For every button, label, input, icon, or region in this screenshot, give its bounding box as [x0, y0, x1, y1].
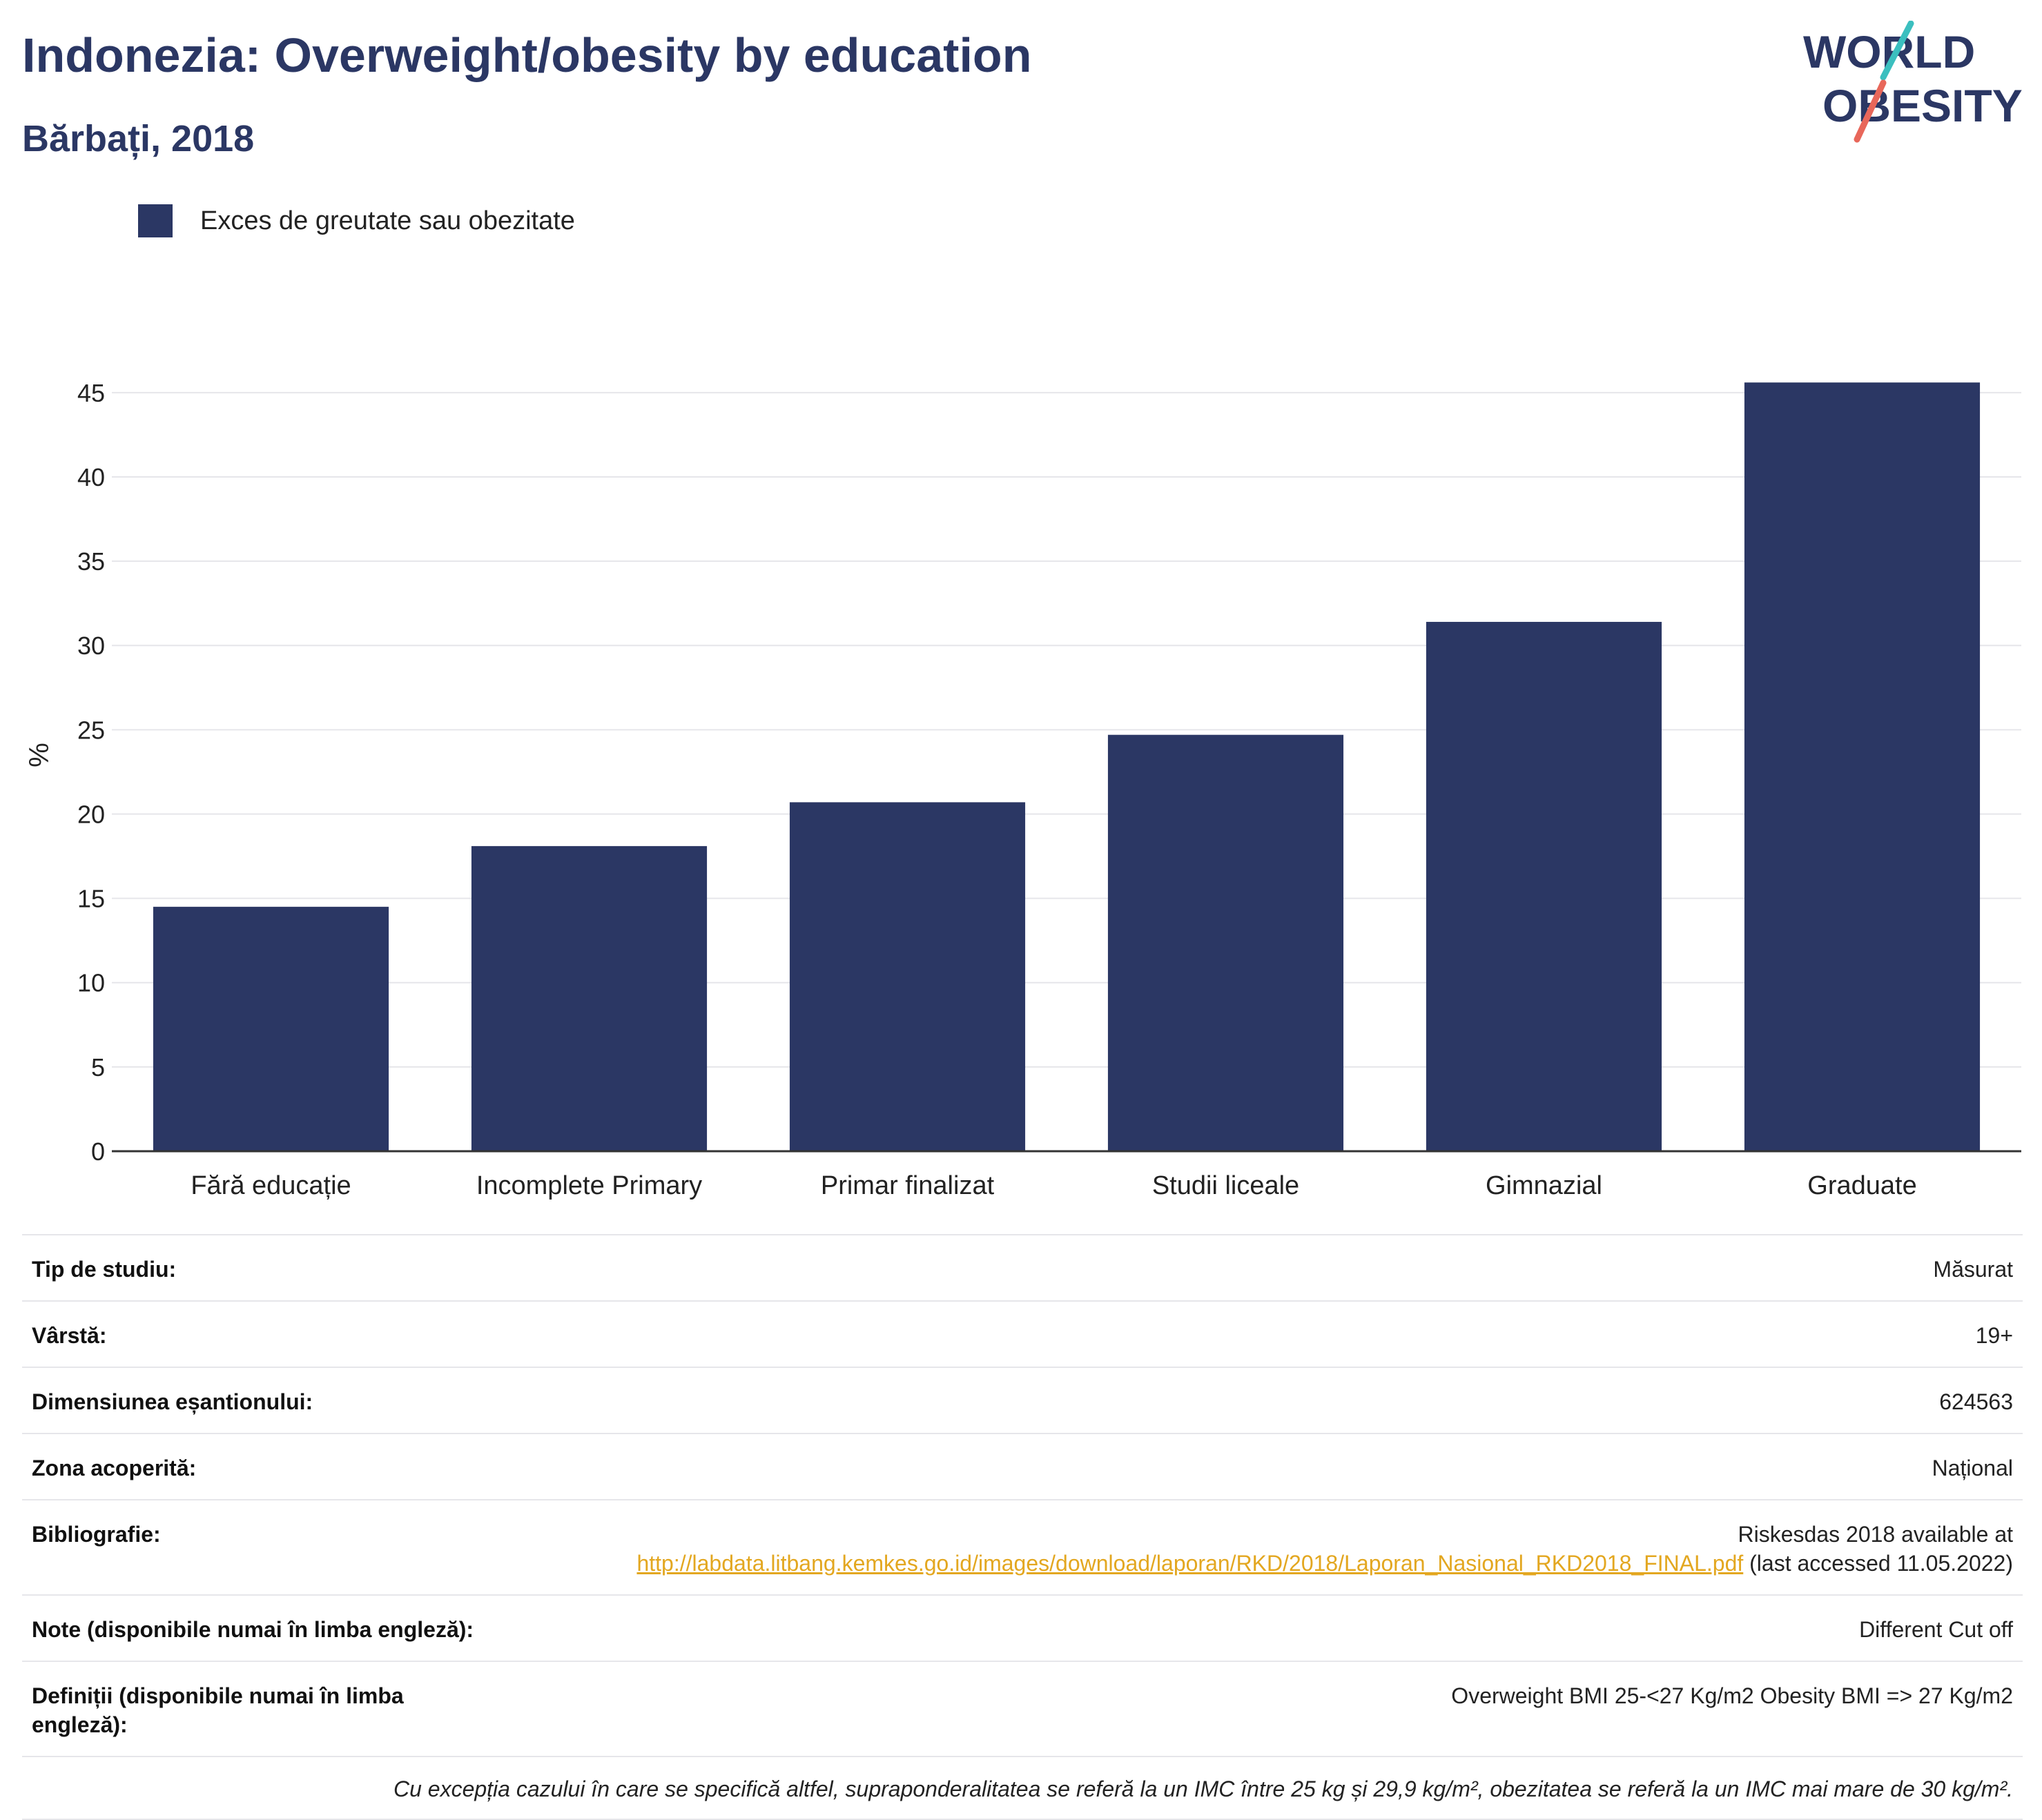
y-tick-label: 10 [77, 969, 105, 997]
metadata-label: Dimensiunea eșantionului: [32, 1389, 313, 1414]
bibliography-suffix: (last accessed 11.05.2022) [1749, 1551, 2013, 1576]
metadata-row: Vârstă: 19+ [22, 1300, 2023, 1367]
y-axis-ticks: 0 5 10 15 20 25 30 35 40 45 [77, 379, 105, 1166]
chart-legend[interactable]: Exces de greutate sau obezitate [138, 204, 575, 237]
metadata-label: Definiții (disponibile numai în limba en… [32, 1683, 404, 1737]
x-tick-label: Fără educație [191, 1171, 351, 1200]
y-tick-label: 45 [77, 379, 105, 407]
y-tick-label: 20 [77, 800, 105, 828]
y-axis-label: % [24, 743, 55, 767]
x-axis-ticks: Fără educație Incomplete Primary Primar fi… [191, 1171, 1916, 1200]
metadata-label: Zona acoperită: [32, 1456, 197, 1480]
x-tick-label: Incomplete Primary [476, 1171, 702, 1200]
bar[interactable] [1107, 734, 1344, 1151]
metadata-row: Tip de studiu: Măsurat [22, 1234, 2023, 1300]
bibliography-prefix: Riskesdas 2018 available at [1738, 1522, 2013, 1547]
metadata-row-bibliography: Bibliografie: Riskesdas 2018 available a… [22, 1499, 2023, 1594]
bar[interactable] [471, 845, 708, 1151]
bars [153, 382, 1981, 1151]
metadata-value: 19+ [1975, 1323, 2013, 1348]
metadata-row-notes: Note (disponibile numai în limba engleză… [22, 1594, 2023, 1661]
metadata-rows: Tip de studiu: Măsurat Vârstă: 19+ Dimensiun… [22, 1234, 2023, 1499]
y-tick-label: 40 [77, 463, 105, 491]
world-obesity-logo[interactable]: WORLD OBESITY [1802, 21, 2030, 145]
bar-chart: 0 5 10 15 20 25 30 35 40 45 Fără educație Incomple… [24, 379, 2021, 1200]
grid-lines [112, 391, 2021, 1068]
page-title: Indonezia: Overweight/obesity by educati… [22, 28, 1032, 82]
metadata-value: 624563 [1939, 1389, 2013, 1414]
x-tick-label: Graduate [1807, 1171, 1916, 1200]
metadata-label: Note (disponibile numai în limba engleză… [32, 1617, 474, 1642]
y-tick-label: 0 [91, 1137, 105, 1166]
bar[interactable] [153, 906, 389, 1151]
y-tick-label: 30 [77, 632, 105, 660]
metadata-value: Riskesdas 2018 available at http://labda… [636, 1520, 2013, 1578]
page-subtitle: Bărbați, 2018 [22, 118, 255, 159]
x-tick-label: Gimnazial [1486, 1171, 1602, 1200]
metadata-value: Different Cut off [1859, 1617, 2013, 1642]
metadata-value: Overweight BMI 25-<27 Kg/m2 Obesity BMI … [1451, 1683, 2013, 1708]
y-tick-label: 35 [77, 547, 105, 576]
x-tick-label: Studii liceale [1152, 1171, 1299, 1200]
logo-text-obesity: OBESITY [1822, 80, 2023, 131]
bar[interactable] [1744, 382, 1981, 1151]
metadata-value: Măsurat [1933, 1257, 2013, 1282]
bar[interactable] [1426, 622, 1662, 1151]
metadata-label: Vârstă: [32, 1323, 107, 1348]
metadata-table: Tip de studiu: Măsurat Vârstă: 19+ Dimensiun… [22, 1234, 2023, 1820]
y-tick-label: 5 [91, 1053, 105, 1082]
y-tick-label: 15 [77, 885, 105, 913]
legend-swatch [138, 204, 173, 237]
logo-slash-teal [1880, 21, 1914, 81]
metadata-row: Dimensiunea eșantionului: 624563 [22, 1367, 2023, 1433]
metadata-label: Tip de studiu: [32, 1257, 177, 1282]
logo-slash-red [1854, 79, 1887, 143]
footnote: Cu excepția cazului în care se specifică… [22, 1756, 2023, 1820]
metadata-row-definitions: Definiții (disponibile numai în limba en… [22, 1661, 2023, 1756]
bibliography-link[interactable]: http://labdata.litbang.kemkes.go.id/imag… [636, 1551, 1744, 1576]
metadata-value: Național [1932, 1456, 2013, 1480]
x-tick-label: Primar finalizat [821, 1171, 995, 1200]
bar[interactable] [789, 802, 1026, 1151]
legend-label: Exces de greutate sau obezitate [200, 206, 575, 235]
y-tick-label: 25 [77, 716, 105, 744]
metadata-row: Zona acoperită: Național [22, 1433, 2023, 1499]
metadata-label: Bibliografie: [32, 1522, 161, 1547]
